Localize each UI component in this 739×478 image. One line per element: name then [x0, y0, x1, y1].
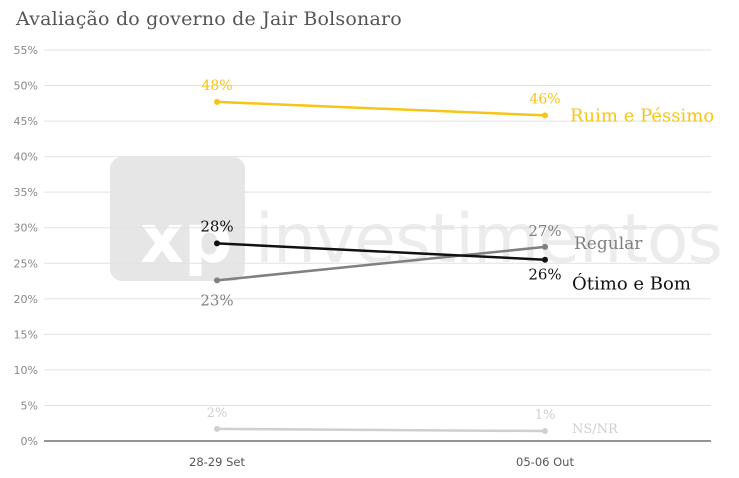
y-tick-label: 25% [14, 257, 38, 270]
series-line [216, 245, 546, 282]
data-point [214, 425, 220, 432]
data-label: 23% [200, 291, 233, 309]
data-point [542, 243, 548, 250]
y-tick-label: 55% [14, 44, 38, 57]
y-axis-ticks: 0% 5% 10% 15% 20% 25% 30% 35% 40% 45% 50% 55% [14, 44, 38, 448]
data-label: 46% [529, 91, 560, 107]
data-label: 26% [528, 266, 561, 284]
watermark-logo-glyph: xp [140, 200, 233, 279]
series-line [216, 100, 546, 117]
y-tick-label: 20% [14, 293, 38, 306]
y-tick-label: 5% [21, 399, 38, 412]
series-line [216, 427, 546, 433]
data-point [214, 98, 220, 105]
chart-title: Avaliação do governo de Jair Bolsonaro [16, 8, 402, 30]
series-regular: 23% 27% Regular [200, 222, 643, 309]
series-name-label: Ótimo e Bom [572, 272, 691, 295]
watermark-text: investimentos [255, 200, 722, 279]
y-tick-label: 40% [14, 151, 38, 164]
y-tick-label: 10% [14, 364, 38, 377]
y-tick-label: 30% [14, 222, 38, 235]
series--timo-e-bom: 28% 26% Ótimo e Bom [200, 217, 691, 294]
y-tick-label: 50% [14, 80, 38, 93]
data-point [542, 112, 548, 119]
data-point [214, 240, 220, 247]
x-axis-ticks: 28-29 Set 05-06 Out [189, 455, 574, 469]
y-tick-label: 35% [14, 186, 38, 199]
series-ns-nr: 2% 1% NS/NR [207, 406, 619, 437]
data-label: 1% [535, 408, 556, 423]
y-tick-label: 0% [21, 435, 38, 448]
watermark-logo-box [110, 157, 245, 281]
series-group: 48% 46% Ruim e Péssimo 23% 27% Regular 28% 26% Ó… [200, 78, 714, 437]
data-point [542, 428, 548, 435]
gridlines [44, 49, 711, 442]
watermark: xp investimentos [110, 157, 723, 281]
data-label: 48% [201, 78, 232, 94]
data-label: 27% [528, 222, 561, 240]
series-line [216, 242, 546, 261]
data-label: 2% [207, 406, 228, 421]
data-point [542, 256, 548, 263]
series-ruim-e-p-ssimo: 48% 46% Ruim e Péssimo [201, 78, 714, 127]
series-name-label: Ruim e Péssimo [570, 105, 714, 126]
y-tick-label: 45% [14, 115, 38, 128]
series-name-label: Regular [574, 234, 643, 254]
x-tick-label: 05-06 Out [516, 455, 574, 469]
series-name-label: NS/NR [572, 422, 619, 437]
x-tick-label: 28-29 Set [189, 455, 245, 469]
data-point [214, 277, 220, 284]
data-label: 28% [200, 217, 233, 235]
y-tick-label: 15% [14, 328, 38, 341]
